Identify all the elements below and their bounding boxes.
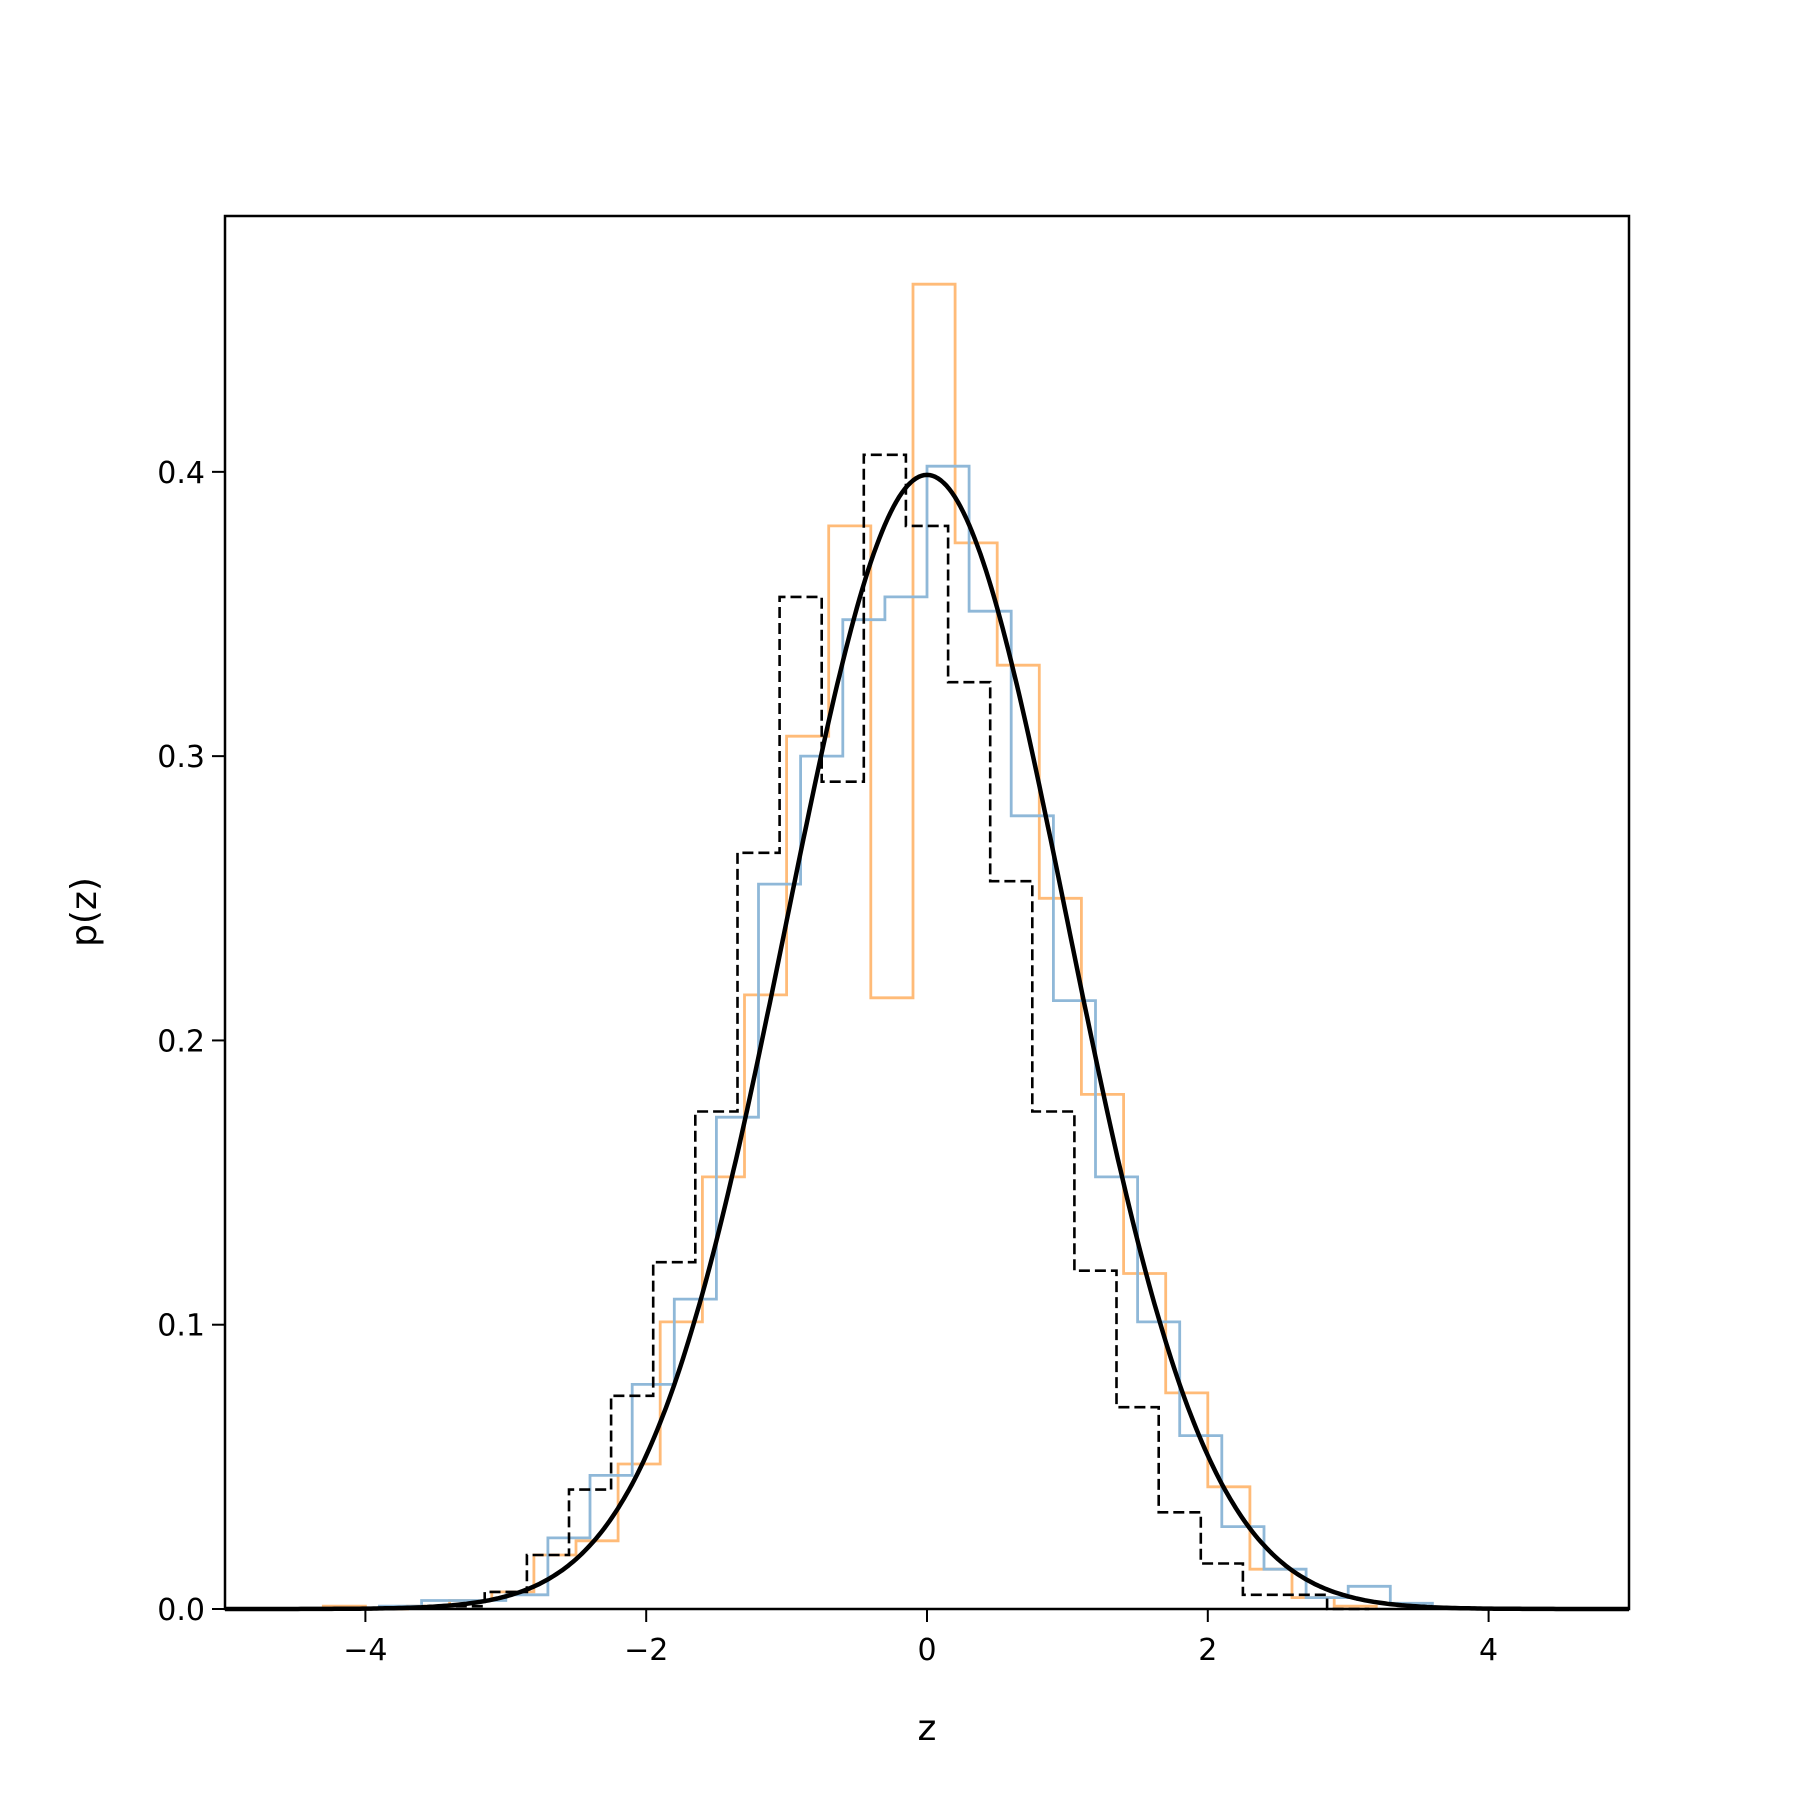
histogram-bin xyxy=(1032,1112,1074,1610)
histogram-bin xyxy=(864,455,906,1609)
histogram-bin xyxy=(569,1490,611,1609)
y-tick-label: 0.1 xyxy=(157,1309,205,1344)
y-tick-label: 0.0 xyxy=(157,1593,205,1628)
y-tick-label: 0.4 xyxy=(157,456,205,491)
histogram-outline-3 xyxy=(441,453,1370,1611)
histogram-bin xyxy=(1117,1407,1159,1609)
histogram-bin xyxy=(906,526,948,1609)
histogram-series-2 xyxy=(378,464,1434,1609)
histogram-series-group xyxy=(321,282,1434,1611)
histogram-bin xyxy=(948,682,990,1609)
histogram-outline-1 xyxy=(321,282,1378,1611)
x-tick-label: 2 xyxy=(1198,1633,1217,1668)
normal-density-curve xyxy=(225,472,1629,1612)
x-axis-ticks: −4 −2 0 2 4 xyxy=(343,1609,1498,1668)
y-tick-label: 0.2 xyxy=(157,1024,205,1059)
histogram-bin xyxy=(653,1262,695,1609)
x-axis-label: z xyxy=(918,1708,937,1749)
y-axis-ticks: 0.0 0.1 0.2 0.3 0.4 xyxy=(157,456,225,1628)
histogram-series-1 xyxy=(321,282,1378,1611)
y-axis-label: p(z) xyxy=(64,877,105,947)
x-tick-label: 0 xyxy=(917,1633,936,1668)
histogram-bin xyxy=(1285,1595,1327,1609)
histogram-outline-2 xyxy=(378,464,1434,1609)
histogram-bin xyxy=(1074,1271,1116,1609)
histogram-bin xyxy=(1159,1512,1201,1609)
histogram-bin xyxy=(990,881,1032,1609)
x-tick-label: −4 xyxy=(343,1633,387,1668)
histogram-series-3 xyxy=(441,453,1370,1611)
x-tick-label: 4 xyxy=(1479,1633,1498,1668)
histogram-bin xyxy=(527,1555,569,1609)
histogram-bin xyxy=(1201,1564,1243,1610)
histogram-bin xyxy=(822,782,864,1609)
density-curve-group xyxy=(225,472,1629,1612)
histogram-bin xyxy=(1243,1595,1285,1609)
histogram-bin xyxy=(780,597,822,1609)
histogram-bin xyxy=(738,853,780,1609)
histogram-bin xyxy=(611,1396,653,1609)
y-tick-label: 0.3 xyxy=(157,740,205,775)
x-tick-label: −2 xyxy=(624,1633,668,1668)
